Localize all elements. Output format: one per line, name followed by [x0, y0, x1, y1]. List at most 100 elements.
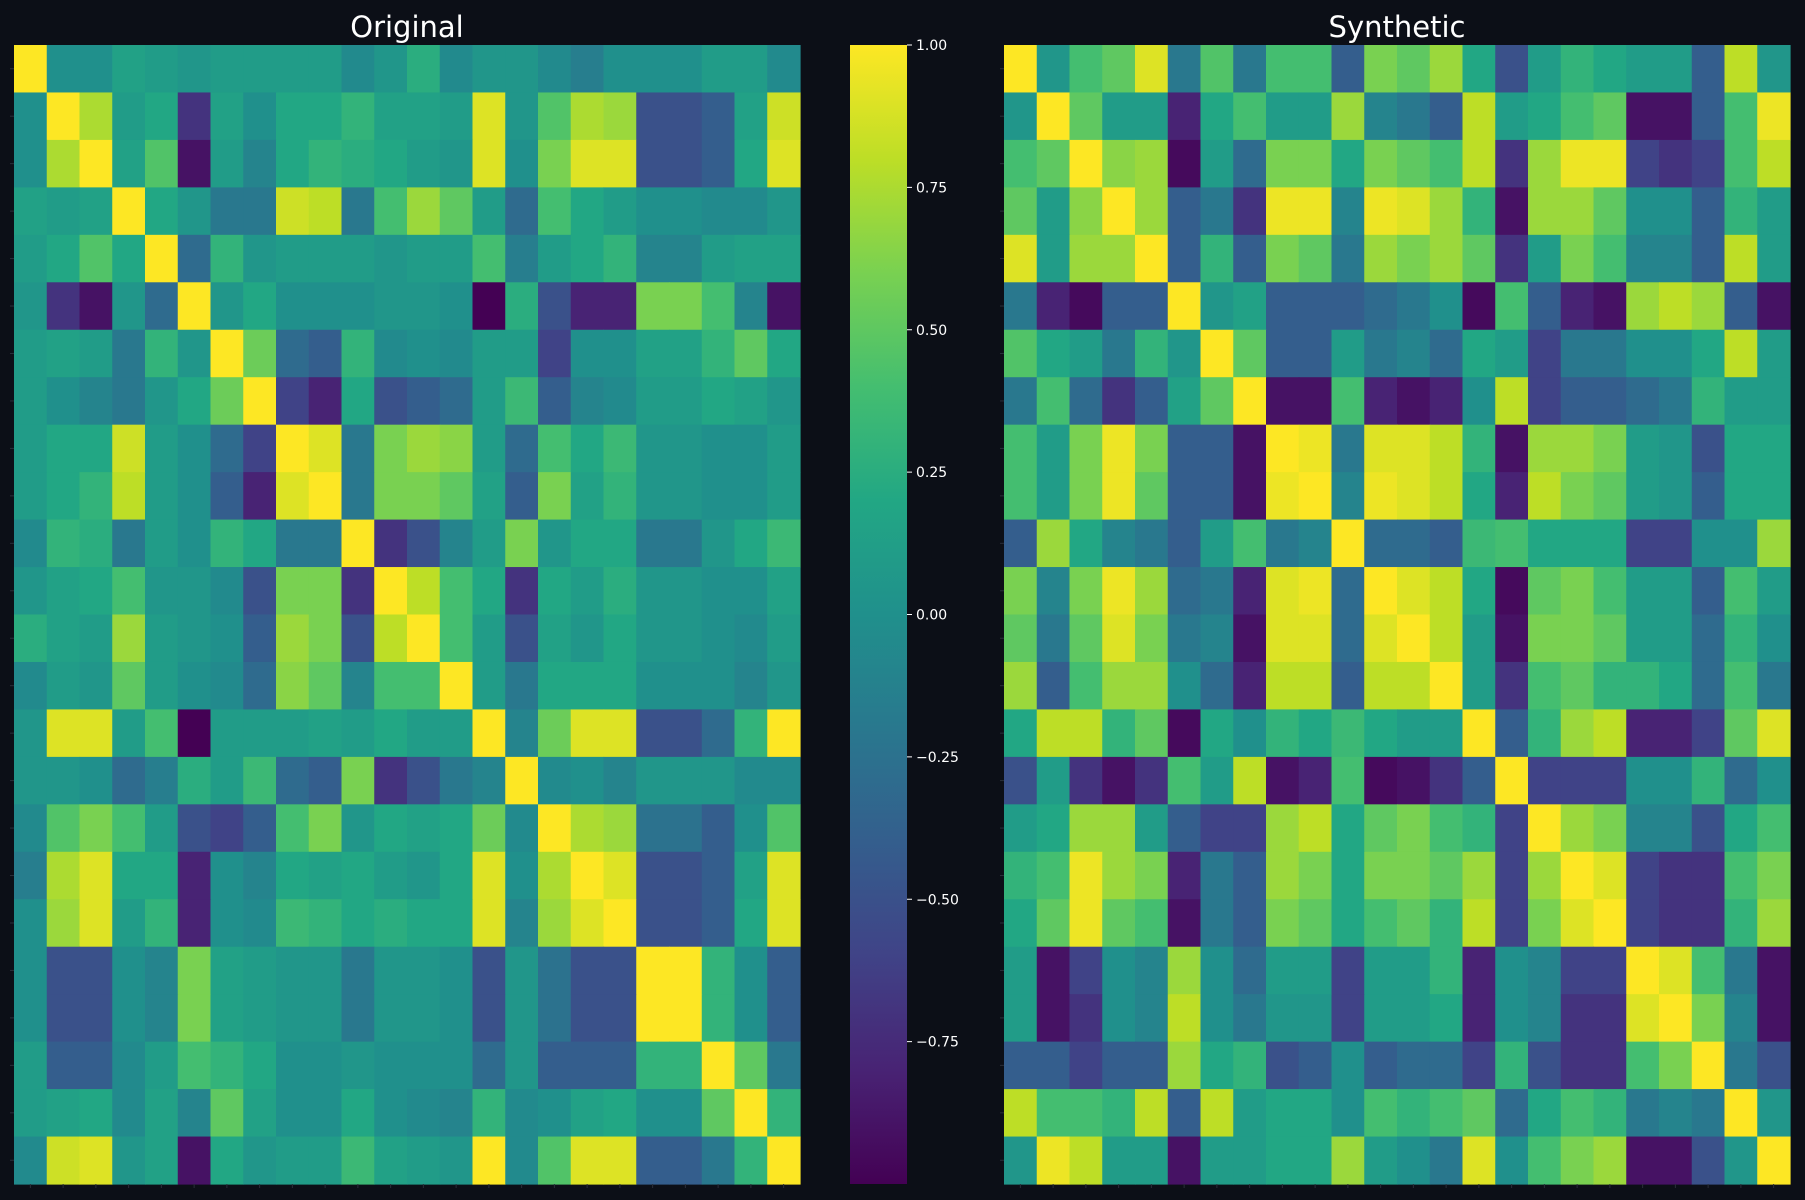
- right-heatmap-cell: [1364, 377, 1398, 426]
- left-heatmap-cell: [145, 1136, 179, 1185]
- right-heatmap-cell: [1364, 1041, 1398, 1090]
- right-heatmap-cell: [1069, 472, 1103, 521]
- right-heatmap-cell: [1462, 1089, 1496, 1138]
- right-heatmap-cell: [1528, 1136, 1562, 1185]
- right-heatmap-cell: [1462, 661, 1496, 711]
- left-heatmap-cell: [538, 139, 572, 188]
- right-heatmap-cell: [1004, 377, 1038, 426]
- left-heatmap-cell: [276, 329, 310, 378]
- right-heatmap-cell: [1560, 661, 1595, 711]
- right-heatmap-cell: [1298, 994, 1333, 1043]
- right-heatmap-cell: [1528, 851, 1562, 900]
- right-heatmap-cell: [1004, 519, 1038, 568]
- left-heatmap-cell: [734, 282, 768, 331]
- left-heatmap-cell: [472, 139, 506, 188]
- left-heatmap-cell: [46, 1136, 81, 1185]
- left-heatmap-cell: [570, 187, 605, 236]
- left-heatmap-cell: [570, 139, 605, 188]
- right-heatmap-cell: [1528, 424, 1562, 473]
- left-heatmap-cell: [308, 661, 343, 711]
- left-heatmap-cell: [538, 234, 572, 283]
- left-heatmap-cell: [341, 851, 375, 900]
- left-heatmap-cell: [14, 804, 48, 853]
- left-heatmap-cell: [439, 424, 474, 473]
- right-heatmap-cell: [1495, 187, 1529, 236]
- right-heatmap-cell: [1528, 234, 1562, 283]
- left-heatmap-cell: [407, 45, 441, 94]
- left-heatmap-cell: [734, 567, 768, 616]
- left-heatmap-cell: [112, 804, 146, 853]
- right-heatmap-cell: [1429, 946, 1464, 995]
- right-heatmap-cell: [1397, 1089, 1431, 1138]
- left-heatmap-cell: [276, 519, 310, 568]
- left-heatmap-cell: [538, 187, 572, 236]
- left-heatmap-cell: [112, 994, 146, 1043]
- left-heatmap-cell: [701, 661, 736, 711]
- left-heatmap-cell: [603, 567, 637, 616]
- left-heatmap-cell: [669, 377, 703, 426]
- left-heatmap-cell: [636, 187, 670, 236]
- left-heatmap-cell: [112, 567, 146, 616]
- left-heatmap-cell: [407, 187, 441, 236]
- left-heatmap-cell: [145, 282, 179, 331]
- left-heatmap-cell: [472, 282, 506, 331]
- right-heatmap-cell: [1495, 567, 1529, 616]
- left-heatmap-cell: [472, 567, 506, 616]
- right-heatmap-cell: [1167, 377, 1202, 426]
- left-heatmap-cell: [79, 329, 113, 378]
- right-heatmap-cell: [1659, 139, 1693, 188]
- right-heatmap-cell: [1036, 329, 1071, 378]
- left-heatmap-cell: [669, 92, 703, 141]
- left-heatmap-cell: [243, 756, 277, 805]
- left-heatmap-cell: [177, 377, 212, 426]
- left-heatmap-cell: [276, 804, 310, 853]
- right-heatmap-cell: [1462, 139, 1496, 188]
- left-heatmap-cell: [145, 614, 179, 663]
- right-heatmap-cell: [1528, 709, 1562, 758]
- right-heatmap-cell: [1233, 329, 1267, 378]
- right-heatmap-cell: [1397, 377, 1431, 426]
- left-heatmap-cell: [145, 187, 179, 236]
- left-heatmap-cell: [538, 709, 572, 758]
- left-heatmap-cell: [177, 329, 212, 378]
- right-heatmap-cell: [1102, 899, 1136, 948]
- right-heatmap-cell: [1364, 92, 1398, 141]
- left-heatmap-cell: [472, 187, 506, 236]
- right-heatmap-cell: [1462, 994, 1496, 1043]
- right-heatmap-cell: [1429, 899, 1464, 948]
- right-heatmap-cell: [1036, 282, 1071, 331]
- right-heatmap-cell: [1036, 614, 1071, 663]
- right-heatmap-cell: [1495, 329, 1529, 378]
- left-heatmap-cell: [734, 519, 768, 568]
- left-heatmap-cell: [701, 614, 736, 663]
- left-heatmap-cell: [767, 282, 801, 331]
- right-heatmap-cell: [1069, 329, 1103, 378]
- left-heatmap-cell: [145, 519, 179, 568]
- right-heatmap-cell: [1233, 756, 1267, 805]
- left-heatmap-cell: [46, 946, 81, 995]
- right-heatmap-cell: [1429, 661, 1464, 711]
- right-heatmap-cell: [1397, 424, 1431, 473]
- left-heatmap-cell: [210, 234, 244, 283]
- right-heatmap-cell: [1364, 899, 1398, 948]
- left-heatmap-cell: [308, 851, 343, 900]
- left-heatmap-cell: [210, 899, 244, 948]
- left-heatmap-cell: [439, 567, 474, 616]
- right-heatmap-cell: [1626, 282, 1660, 331]
- left-heatmap-cell: [603, 329, 637, 378]
- right-heatmap-cell: [1364, 851, 1398, 900]
- right-heatmap-cell: [1036, 519, 1071, 568]
- right-heatmap-cell: [1331, 567, 1365, 616]
- right-heatmap-cell: [1560, 424, 1595, 473]
- left-heatmap-cell: [538, 1136, 572, 1185]
- left-heatmap-cell: [701, 472, 736, 521]
- right-heatmap-cell: [1560, 472, 1595, 521]
- right-heatmap-cell: [1233, 424, 1267, 473]
- left-heatmap-cell: [374, 1136, 408, 1185]
- right-heatmap-cell: [1069, 234, 1103, 283]
- left-heatmap-cell: [767, 1041, 801, 1090]
- right-heatmap-cell: [1691, 899, 1726, 948]
- right-heatmap-cell: [1462, 519, 1496, 568]
- right-heatmap-cell: [1528, 377, 1562, 426]
- right-heatmap-cell: [1167, 614, 1202, 663]
